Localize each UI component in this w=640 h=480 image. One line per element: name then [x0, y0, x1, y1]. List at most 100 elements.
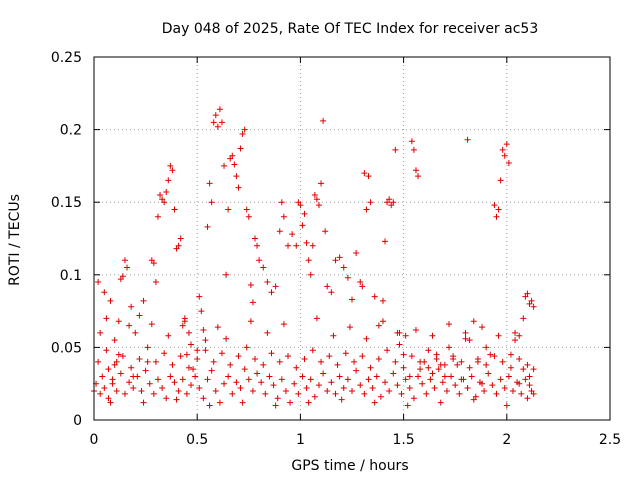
data-point [470, 396, 477, 403]
x-tick-label: 1 [296, 432, 305, 448]
data-point [111, 337, 118, 344]
data-point [398, 390, 405, 397]
data-point [291, 380, 298, 387]
data-point [233, 173, 240, 180]
data-point [454, 361, 461, 368]
data-point [464, 385, 471, 392]
data-point [481, 387, 488, 394]
data-point [142, 367, 149, 374]
data-point [458, 358, 465, 365]
data-point [148, 321, 155, 328]
data-point [229, 152, 236, 159]
data-point [357, 279, 364, 286]
data-point [289, 231, 296, 238]
data-point [128, 303, 135, 310]
data-point [293, 364, 300, 371]
data-point [301, 210, 308, 217]
data-point [179, 322, 186, 329]
data-point [361, 390, 368, 397]
data-point [524, 290, 531, 297]
data-point [163, 395, 170, 402]
data-point [311, 393, 318, 400]
data-point [429, 332, 436, 339]
data-point [251, 356, 258, 363]
data-point [200, 326, 207, 333]
data-point [254, 242, 261, 249]
tick-labels: 0 0.5 1 1.5 2 2.5 0 0.05 0.1 0.15 0.2 0.25 [51, 50, 621, 448]
data-point [433, 356, 440, 363]
data-point [530, 366, 537, 373]
data-point [303, 239, 310, 246]
data-point [526, 373, 533, 380]
data-point [412, 326, 419, 333]
data-point [443, 387, 450, 394]
data-point [512, 337, 519, 344]
data-point [501, 385, 508, 392]
x-tick-label: 0 [90, 432, 99, 448]
data-point [295, 390, 302, 397]
data-point [97, 329, 104, 336]
data-point [206, 180, 213, 187]
data-point [410, 395, 417, 402]
data-point [264, 329, 271, 336]
data-point [130, 385, 137, 392]
data-point [188, 341, 195, 348]
data-point [320, 370, 327, 377]
data-point [446, 344, 453, 351]
data-point [371, 293, 378, 300]
data-point [235, 184, 242, 191]
data-point [349, 296, 355, 303]
data-point [235, 353, 242, 360]
data-point [264, 279, 271, 286]
data-point [280, 213, 287, 220]
data-point [489, 382, 496, 389]
data-point [128, 364, 135, 371]
data-point [487, 351, 494, 358]
data-point [194, 356, 201, 363]
data-point [276, 228, 283, 235]
data-point [419, 380, 426, 387]
data-point [293, 242, 300, 249]
data-point [101, 385, 108, 392]
data-point [427, 376, 434, 383]
data-point [204, 223, 211, 230]
data-point [247, 318, 254, 325]
data-point [507, 351, 514, 358]
data-point [351, 358, 358, 365]
data-point [243, 344, 250, 351]
data-point [446, 321, 453, 328]
data-point [425, 347, 432, 354]
data-point [285, 353, 292, 360]
data-point [249, 387, 256, 394]
data-point [161, 350, 168, 357]
data-point [495, 332, 502, 339]
data-point [287, 399, 294, 406]
data-point [119, 353, 126, 360]
data-point [115, 318, 122, 325]
data-point [132, 329, 139, 336]
data-point [363, 206, 370, 213]
data-point [175, 387, 182, 394]
data-point [305, 399, 312, 406]
data-point [470, 318, 477, 325]
data-point [181, 315, 188, 322]
data-point [404, 402, 411, 409]
data-point [353, 367, 360, 374]
data-point [183, 390, 190, 397]
data-point [278, 199, 285, 206]
data-point [530, 303, 537, 310]
data-point [373, 373, 380, 380]
data-point [154, 213, 161, 220]
data-point [301, 356, 308, 363]
data-point [452, 382, 459, 389]
data-point [171, 379, 178, 386]
y-tick-label: 0.15 [51, 195, 82, 211]
y-tick-label: 0.2 [60, 123, 82, 139]
data-point [474, 356, 481, 363]
data-point [375, 322, 382, 329]
data-points [91, 106, 537, 409]
data-point [441, 373, 448, 380]
data-point [270, 382, 277, 389]
data-point [237, 385, 244, 392]
data-point [357, 382, 364, 389]
